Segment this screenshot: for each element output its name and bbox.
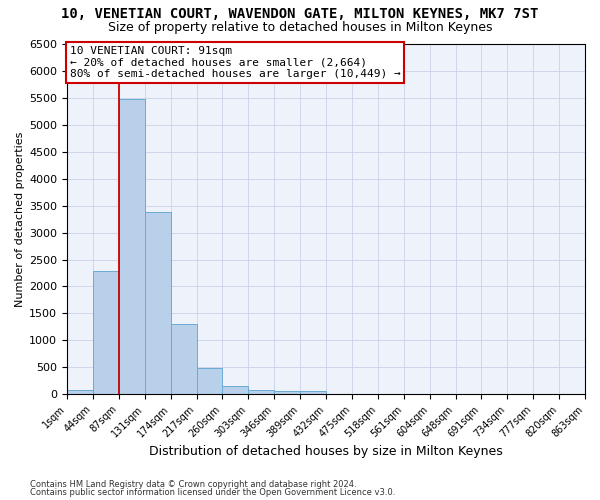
- Text: 10 VENETIAN COURT: 91sqm
← 20% of detached houses are smaller (2,664)
80% of sem: 10 VENETIAN COURT: 91sqm ← 20% of detach…: [70, 46, 400, 79]
- Text: Contains public sector information licensed under the Open Government Licence v3: Contains public sector information licen…: [30, 488, 395, 497]
- Bar: [170, 324, 197, 394]
- Bar: [93, 272, 119, 394]
- Bar: [223, 386, 248, 394]
- Bar: [145, 212, 170, 394]
- Bar: [197, 368, 223, 394]
- Bar: [300, 392, 326, 394]
- Bar: [248, 390, 274, 394]
- Bar: [67, 390, 93, 394]
- Text: Contains HM Land Registry data © Crown copyright and database right 2024.: Contains HM Land Registry data © Crown c…: [30, 480, 356, 489]
- Text: Size of property relative to detached houses in Milton Keynes: Size of property relative to detached ho…: [108, 21, 492, 34]
- Text: 10, VENETIAN COURT, WAVENDON GATE, MILTON KEYNES, MK7 7ST: 10, VENETIAN COURT, WAVENDON GATE, MILTO…: [61, 8, 539, 22]
- Bar: [274, 392, 300, 394]
- Bar: [119, 100, 145, 394]
- X-axis label: Distribution of detached houses by size in Milton Keynes: Distribution of detached houses by size …: [149, 444, 503, 458]
- Y-axis label: Number of detached properties: Number of detached properties: [15, 132, 25, 307]
